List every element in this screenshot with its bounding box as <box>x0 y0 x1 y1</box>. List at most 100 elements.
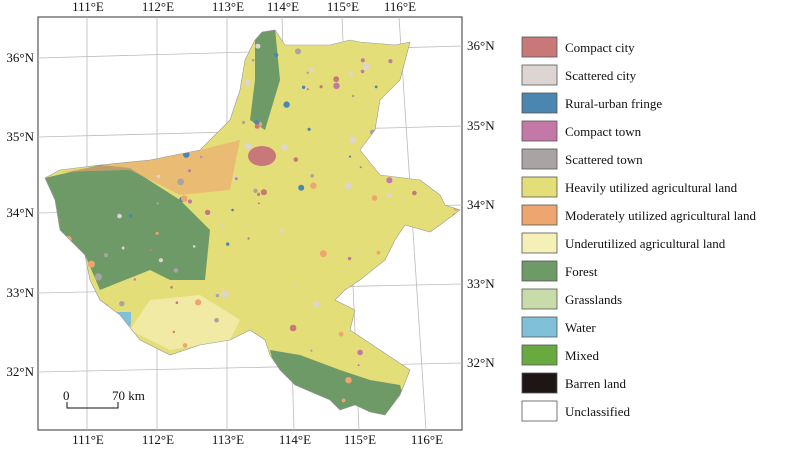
settlement <box>247 237 250 240</box>
settlement <box>388 59 393 64</box>
legend-swatch <box>521 260 558 282</box>
settlement <box>213 128 218 132</box>
legend-label: Moderately utilized agricultural land <box>565 208 756 223</box>
settlement <box>362 63 370 71</box>
settlement <box>413 164 417 168</box>
settlement <box>129 214 133 218</box>
settlement <box>148 98 155 105</box>
settlement <box>425 267 431 274</box>
settlement <box>221 290 229 298</box>
lon-label-top: 112°E <box>142 0 174 14</box>
settlement <box>244 79 251 86</box>
settlement <box>410 289 417 297</box>
settlement <box>226 242 230 246</box>
settlement <box>187 199 193 204</box>
settlement <box>196 61 204 69</box>
settlement <box>170 286 173 289</box>
settlement <box>242 386 246 389</box>
legend-swatch <box>521 204 558 226</box>
settlement <box>200 61 208 68</box>
settlement <box>198 107 203 112</box>
legend-swatch <box>521 36 558 58</box>
lon-label-top: 111°E <box>72 0 104 14</box>
legend-swatch <box>521 372 558 394</box>
settlement <box>222 35 229 42</box>
settlement <box>239 68 242 71</box>
settlement <box>349 302 352 305</box>
settlement <box>374 85 378 89</box>
legend-label: Compact town <box>565 124 642 139</box>
lon-label-bottom: 113°E <box>212 432 244 447</box>
settlement <box>435 168 440 173</box>
settlement <box>158 258 163 263</box>
settlement <box>458 39 460 42</box>
settlement <box>310 174 315 178</box>
settlement <box>306 88 309 91</box>
settlement <box>264 377 267 380</box>
legend-label: Heavily utilized agricultural land <box>565 180 738 195</box>
legend-label: Unclassified <box>565 404 630 419</box>
lon-label-bottom: 116°E <box>411 432 443 447</box>
settlement <box>257 202 260 205</box>
settlement <box>255 43 261 49</box>
settlement <box>306 71 309 75</box>
settlement <box>359 166 362 169</box>
settlement <box>162 54 169 60</box>
settlement <box>430 305 434 310</box>
settlement <box>338 331 344 337</box>
settlement <box>152 32 159 40</box>
settlement <box>142 136 148 141</box>
settlement <box>349 72 354 77</box>
settlement <box>453 274 459 279</box>
settlement <box>319 250 327 258</box>
settlement <box>69 80 77 87</box>
settlement <box>87 401 93 408</box>
settlement <box>199 64 203 68</box>
legend-swatch <box>521 232 558 254</box>
settlement <box>108 39 111 42</box>
settlement <box>411 50 418 56</box>
lat-label-right: 36°N <box>467 38 495 53</box>
map-frame <box>37 16 463 431</box>
lon-label-bottom: 115°E <box>344 432 376 447</box>
settlement <box>200 120 205 125</box>
settlement <box>310 182 317 189</box>
settlement <box>293 285 296 288</box>
settlement <box>283 101 290 108</box>
scale-bar: 0 70 km <box>63 388 145 409</box>
settlement <box>412 287 415 289</box>
settlement <box>187 169 192 173</box>
settlement <box>333 76 340 83</box>
settlement <box>359 250 362 253</box>
settlement <box>254 395 259 400</box>
settlement <box>105 374 111 379</box>
lat-label-left: 35°N <box>6 129 34 144</box>
settlement <box>390 100 394 105</box>
settlement <box>426 319 432 324</box>
settlement <box>285 387 293 394</box>
settlement <box>417 134 420 137</box>
settlement <box>333 82 340 90</box>
settlement <box>298 184 305 191</box>
settlement <box>231 208 234 212</box>
settlement <box>104 353 111 360</box>
settlement <box>436 312 439 315</box>
settlement <box>228 368 232 372</box>
settlement <box>341 398 346 403</box>
legend-swatch <box>521 176 558 198</box>
settlement <box>192 245 196 248</box>
lat-label-left: 36°N <box>6 50 34 65</box>
settlement <box>220 117 224 122</box>
settlement <box>58 351 65 358</box>
settlement <box>175 301 179 305</box>
legend-label: Scattered town <box>565 152 643 167</box>
settlement <box>360 69 365 74</box>
legend-label: Grasslands <box>565 292 622 307</box>
settlement <box>281 144 288 151</box>
settlement <box>319 85 323 89</box>
settlement <box>348 155 352 158</box>
settlement <box>94 273 102 281</box>
settlement <box>257 192 261 196</box>
settlement <box>171 32 176 38</box>
settlement <box>119 301 125 307</box>
